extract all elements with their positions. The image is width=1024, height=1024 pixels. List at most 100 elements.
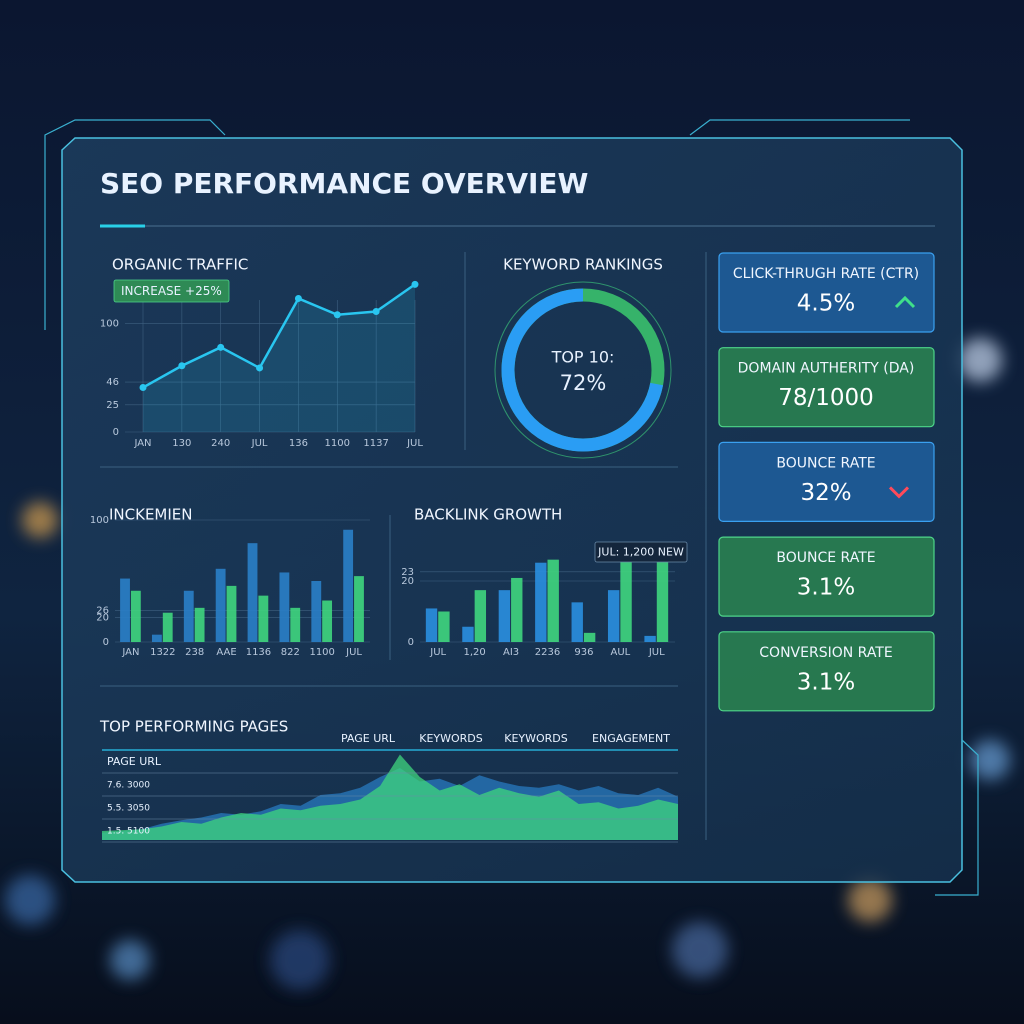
donut-halo [494,281,672,459]
line-area [143,284,415,432]
y-tick-label: 20 [96,613,109,624]
chart-title: ORGANIC TRAFFIC [112,256,248,274]
column-header: ENGAGEMENT [592,732,670,745]
x-tick-label: JUL [429,647,446,658]
column-header: KEYWORDS [419,732,483,745]
bar [462,626,474,642]
x-tick-label: JAN [121,647,139,658]
x-tick-label: 1100 [309,647,334,658]
frame-corner [44,119,226,330]
section-title: TOP PERFORMING PAGES [99,718,288,736]
kpi-card [718,536,935,617]
bar [547,559,559,642]
x-tick-label: 1136 [246,647,271,658]
x-tick-label: 130 [172,438,191,449]
bar [290,607,301,642]
kpi-card [718,252,935,333]
bar [438,611,450,642]
bar [258,595,269,642]
x-tick-label: JUL [345,647,362,658]
y-tick-label: 20 [401,576,414,587]
point [333,311,341,319]
bar [226,585,237,642]
point [294,294,302,302]
bar [511,577,523,642]
page-title: SEO PERFORMANCE OVERVIEW [100,167,589,200]
kpi-value: 32% [800,480,851,506]
donut-label: TOP 10: [551,348,615,367]
bar [571,602,583,642]
area [102,754,678,840]
chart-title: KEYWORD RANKINGS [503,256,663,274]
row-label: PAGE URL [107,755,162,768]
kpi-value: 3.1% [797,669,855,695]
kpi-label: BOUNCE RATE [776,550,875,566]
point [256,364,264,372]
x-tick-label: 136 [289,438,308,449]
line [142,283,416,389]
point [139,383,147,391]
city-lights [5,338,1010,990]
x-tick-label: 1322 [150,647,175,658]
trend-down [888,486,910,499]
y-tick-label: 0 [408,637,414,648]
x-tick-label: 240 [211,438,230,449]
row-label: 1.5. 5100 [107,827,150,837]
bar [151,634,162,642]
x-tick-label: JAN [133,438,151,449]
x-tick-label: 1137 [363,438,388,449]
bar [120,578,130,642]
bar [279,572,290,642]
bar [583,632,596,642]
bar [474,590,487,642]
point [411,280,419,288]
kpi-card [718,441,935,522]
kpi-value: 4.5% [797,291,855,317]
bar [322,600,333,642]
x-tick-label: 1,20 [464,647,486,658]
bar [130,590,141,642]
trend-up [894,295,916,309]
x-tick-label: AUL [610,647,630,658]
point [372,307,380,315]
y-tick-label: 100 [90,515,109,526]
x-tick-label: JUL [251,438,268,449]
kpi-label: BOUNCE RATE [776,455,875,471]
bar [194,607,205,642]
x-tick-label: 936 [574,647,593,658]
x-tick-label: 822 [281,647,300,658]
kpi-label: CONVERSION RATE [759,645,892,661]
annotation-box [594,541,688,563]
kpi-card [718,347,935,428]
x-tick-label: 238 [185,647,204,658]
y-tick-label: 23 [401,567,414,578]
column-header: PAGE URL [341,732,396,745]
frame-corner [935,739,979,896]
bar [247,543,258,642]
bar [498,590,511,642]
kpi-label: CLICK-THRUGH RATE (CTR) [733,266,919,282]
row-label: 5.5. 3050 [107,804,150,814]
bar [620,553,632,642]
x-tick-label: JUL [648,647,665,658]
kpi-label: DOMAIN AUTHERITY (DA) [738,361,915,377]
bar [607,590,620,642]
chart-title: BACKLINK GROWTH [414,506,562,524]
y-tick-label: 26 [96,605,109,616]
row-label: 7.6. 3000 [107,781,150,791]
x-tick-label: 2236 [535,647,560,658]
y-tick-label: 0 [103,637,109,648]
kpi-value: 78/1000 [778,385,874,411]
badge [113,279,230,303]
badge-text: INCREASE +25% [121,284,222,298]
column-header: KEYWORDS [504,732,568,745]
donut-value: 72% [560,371,607,395]
x-tick-label: AAE [216,647,236,658]
bar [311,581,322,642]
bar [354,576,364,642]
bar [343,529,354,642]
donut-segment [501,288,664,452]
bar [535,562,547,642]
bar [183,590,194,642]
y-tick-label: 25 [106,400,119,411]
